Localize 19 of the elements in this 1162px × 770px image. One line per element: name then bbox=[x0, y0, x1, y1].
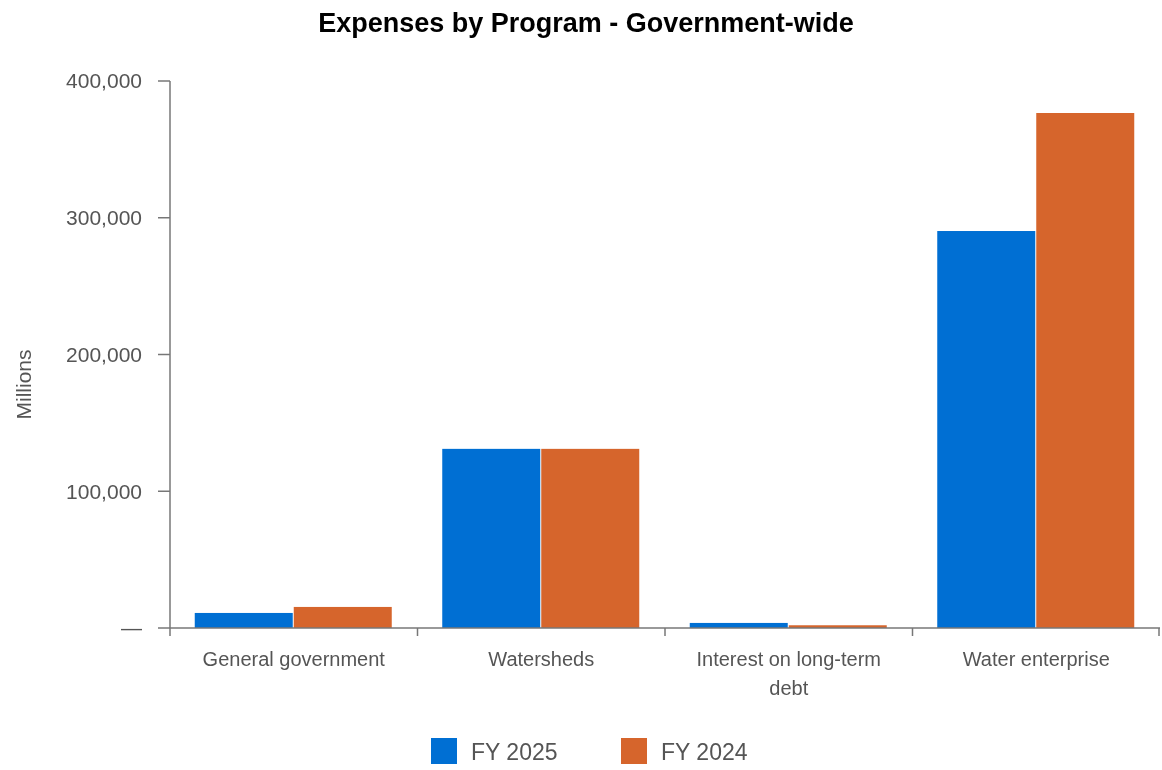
y-tick-label: 200,000 bbox=[66, 342, 142, 366]
chart-title: Expenses by Program - Government-wide bbox=[318, 8, 854, 38]
x-tick-label: Watersheds bbox=[488, 648, 595, 670]
y-tick-label: — bbox=[121, 616, 142, 640]
x-tick-label: Interest on long-term debt bbox=[696, 648, 882, 699]
x-tick-label: Water enterprise bbox=[962, 648, 1110, 670]
legend-label: FY 2025 bbox=[471, 739, 558, 766]
bar bbox=[541, 448, 640, 628]
legend-label: FY 2024 bbox=[661, 739, 748, 766]
bar bbox=[194, 612, 293, 628]
bar bbox=[442, 448, 541, 628]
bar bbox=[937, 231, 1036, 628]
y-tick-label: 100,000 bbox=[66, 479, 142, 503]
x-tick-label: General government bbox=[202, 648, 386, 670]
y-tick-label: 300,000 bbox=[66, 206, 142, 230]
bar bbox=[293, 606, 392, 628]
y-tick-label: 400,000 bbox=[66, 69, 142, 93]
bar bbox=[1036, 113, 1135, 628]
y-axis-title: Millions bbox=[12, 349, 35, 420]
